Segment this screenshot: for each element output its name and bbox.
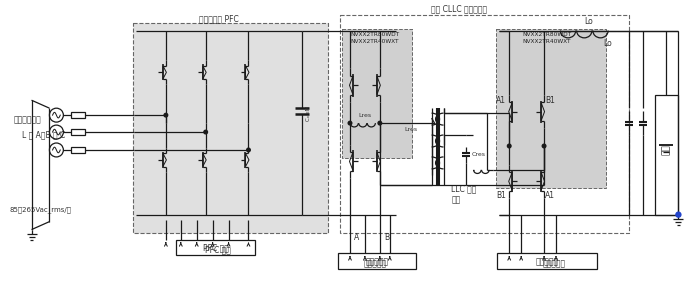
Circle shape: [247, 148, 250, 152]
Text: Lres: Lres: [404, 127, 417, 132]
Bar: [496, 29, 606, 188]
Circle shape: [378, 121, 382, 125]
Circle shape: [204, 130, 208, 134]
Text: PFC 控制: PFC 控制: [205, 245, 231, 254]
Bar: [498, 253, 597, 269]
Text: Cₒ ᴇM: Cₒ ᴇM: [306, 105, 311, 121]
Bar: [340, 15, 629, 233]
Bar: [72, 112, 85, 118]
Bar: [342, 29, 411, 158]
Text: B1: B1: [496, 191, 506, 200]
Text: 85－265Vac_rms/相: 85－265Vac_rms/相: [10, 206, 72, 213]
Circle shape: [164, 113, 167, 117]
Text: 升压型三相 PFC: 升压型三相 PFC: [199, 14, 238, 23]
Text: B1: B1: [545, 96, 555, 105]
Text: LLC 谐振
电路: LLC 谐振 电路: [452, 185, 477, 205]
Circle shape: [542, 144, 546, 148]
Text: 三相交流输入: 三相交流输入: [14, 116, 42, 125]
Bar: [338, 253, 416, 269]
Text: NVXX2TR80WDT
NVXX2TR40WXT: NVXX2TR80WDT NVXX2TR40WXT: [350, 32, 400, 44]
Text: A1: A1: [545, 191, 555, 200]
Text: 电池: 电池: [662, 144, 671, 155]
Bar: [176, 240, 256, 255]
Text: 次级侧门控: 次级侧门控: [542, 259, 566, 268]
Text: Cres: Cres: [471, 153, 485, 158]
Bar: [655, 95, 678, 215]
Circle shape: [507, 144, 511, 148]
Bar: [133, 23, 328, 233]
Text: L 相 A、B 和 C: L 相 A、B 和 C: [22, 131, 65, 140]
Text: 初级侧门控: 初级侧门控: [363, 259, 386, 268]
Text: 次级侧门控: 次级侧门控: [535, 257, 559, 266]
Text: Lo: Lo: [603, 39, 612, 48]
Text: Lo: Lo: [584, 16, 593, 25]
Bar: [72, 129, 85, 135]
Text: B: B: [384, 233, 389, 242]
Circle shape: [348, 121, 352, 125]
Bar: [72, 147, 85, 153]
Text: 双向 CLLC 全桥转换器: 双向 CLLC 全桥转换器: [432, 4, 487, 13]
Text: 初级侧门控: 初级侧门控: [366, 257, 389, 266]
Text: NVXX2TR80WDT
NVXX2TR40WXT: NVXX2TR80WDT NVXX2TR40WXT: [523, 32, 571, 44]
Text: Lres: Lres: [359, 113, 372, 118]
Circle shape: [676, 212, 681, 217]
Text: A: A: [354, 233, 359, 242]
Text: PFC 控制: PFC 控制: [203, 243, 229, 252]
Text: A1: A1: [496, 96, 506, 105]
